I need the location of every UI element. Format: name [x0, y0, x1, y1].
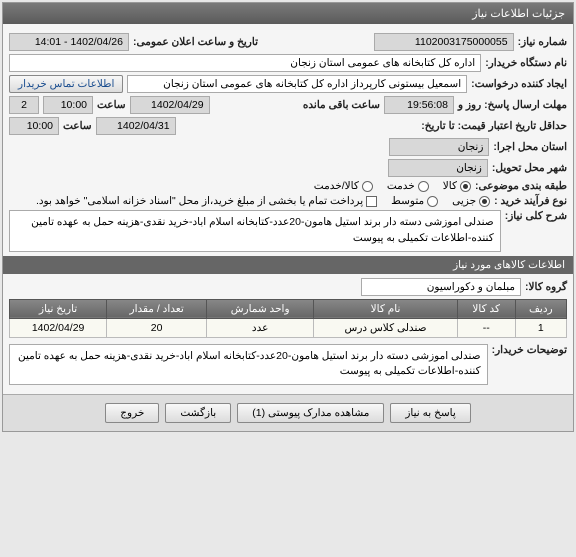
delivery-city-value: زنجان — [388, 159, 488, 177]
th-code: کد کالا — [457, 299, 515, 318]
cat-goods-service-option[interactable]: کالا/خدمت — [314, 180, 373, 192]
details-panel: جزئیات اطلاعات نیاز شماره نیاز: 11020031… — [2, 2, 574, 432]
radio-icon — [427, 196, 438, 207]
td-code: -- — [457, 318, 515, 337]
th-date: تاریخ نیاز — [10, 299, 107, 318]
back-button[interactable]: بازگشت — [165, 403, 231, 423]
cat-goods-service-text: کالا/خدمت — [314, 180, 359, 192]
buyer-notes-label: توضیحات خریدار: — [492, 344, 567, 356]
need-no-value: 1102003175000055 — [374, 33, 514, 51]
purchase-type-label: نوع فرآیند خرید : — [494, 195, 567, 207]
pay-note-check[interactable]: پرداخت تمام یا بخشی از مبلغ خرید،از محل … — [36, 195, 377, 207]
requester-label: ایجاد کننده درخواست: — [471, 78, 567, 90]
th-unit: واحد شمارش — [207, 299, 314, 318]
goods-group-label: گروه کالا: — [525, 281, 567, 293]
buyer-org-value: اداره کل کتابخانه های عمومی استان زنجان — [9, 54, 481, 72]
general-desc-label: شرح کلی نیاز: — [505, 210, 567, 222]
table-row[interactable]: 1 -- صندلی کلاس درس عدد 20 1402/04/29 — [10, 318, 567, 337]
qty-small: 2 — [9, 96, 39, 114]
items-header: اطلاعات کالاهای مورد نیاز — [3, 256, 573, 274]
radio-icon — [460, 181, 471, 192]
goods-group-value: مبلمان و دکوراسیون — [361, 278, 521, 296]
pay-note-text: پرداخت تمام یا بخشی از مبلغ خرید،از محل … — [36, 195, 363, 207]
attachments-button[interactable]: مشاهده مدارک پیوستی (1) — [237, 403, 384, 423]
td-unit: عدد — [207, 318, 314, 337]
exec-province-label: استان محل اجرا: — [493, 141, 567, 153]
th-name: نام کالا — [314, 299, 458, 318]
td-row: 1 — [515, 318, 566, 337]
panel-body: شماره نیاز: 1102003175000055 تاریخ و ساع… — [3, 24, 573, 394]
td-date: 1402/04/29 — [10, 318, 107, 337]
pub-datetime-value: 1402/04/26 - 14:01 — [9, 33, 129, 51]
exit-button[interactable]: خروج — [105, 403, 159, 423]
pt-small-option[interactable]: جزیی — [452, 195, 490, 207]
pt-mid-text: متوسط — [391, 195, 424, 207]
hour1-value: 10:00 — [43, 96, 93, 114]
panel-title: جزئیات اطلاعات نیاز — [3, 3, 573, 24]
cat-service-option[interactable]: خدمت — [387, 180, 429, 192]
pt-small-text: جزیی — [452, 195, 476, 207]
radio-icon — [362, 181, 373, 192]
buyer-notes-value: صندلی اموزشی دسته دار برند استیل هامون-2… — [9, 344, 488, 386]
buyer-org-label: نام دستگاه خریدار: — [485, 57, 567, 69]
exec-province-value: زنجان — [389, 138, 489, 156]
footer-buttons: پاسخ به نیاز مشاهده مدارک پیوستی (1) باز… — [3, 394, 573, 431]
hour-label-2: ساعت — [63, 120, 92, 132]
contact-buyer-button[interactable]: اطلاعات تماس خریدار — [9, 75, 123, 93]
th-row: ردیف — [515, 299, 566, 318]
items-table: ردیف کد کالا نام کالا واحد شمارش تعداد /… — [9, 299, 567, 338]
radio-icon — [418, 181, 429, 192]
cat-service-text: خدمت — [387, 180, 415, 192]
checkbox-icon — [366, 196, 377, 207]
th-qty: تعداد / مقدار — [107, 299, 207, 318]
category-label: طبقه بندی موضوعی: — [475, 180, 567, 192]
td-qty: 20 — [107, 318, 207, 337]
date2-value: 1402/04/31 — [96, 117, 176, 135]
remaining-label: ساعت باقی مانده — [303, 99, 380, 111]
td-name: صندلی کلاس درس — [314, 318, 458, 337]
radio-icon — [479, 196, 490, 207]
need-no-label: شماره نیاز: — [518, 36, 567, 48]
hour-label-1: ساعت — [97, 99, 126, 111]
delivery-city-label: شهر محل تحویل: — [492, 162, 567, 174]
deadline-time: 19:56:08 — [384, 96, 454, 114]
general-desc-value: صندلی اموزشی دسته دار برند استیل هامون-2… — [9, 210, 501, 252]
requester-value: اسمعیل بیستونی کارپرداز اداره کل کتابخان… — [127, 75, 467, 93]
date1-value: 1402/04/29 — [130, 96, 210, 114]
pt-mid-option[interactable]: متوسط — [391, 195, 438, 207]
table-header-row: ردیف کد کالا نام کالا واحد شمارش تعداد /… — [10, 299, 567, 318]
cat-goods-option[interactable]: کالا — [443, 180, 471, 192]
deadline-label: مهلت ارسال پاسخ: روز و — [458, 99, 567, 111]
respond-button[interactable]: پاسخ به نیاز — [390, 403, 470, 423]
cat-goods-text: کالا — [443, 180, 457, 192]
min-validity-label: حداقل تاریخ اعتبار قیمت: تا تاریخ: — [421, 120, 567, 132]
pub-datetime-label: تاریخ و ساعت اعلان عمومی: — [133, 36, 258, 48]
hour2-value: 10:00 — [9, 117, 59, 135]
